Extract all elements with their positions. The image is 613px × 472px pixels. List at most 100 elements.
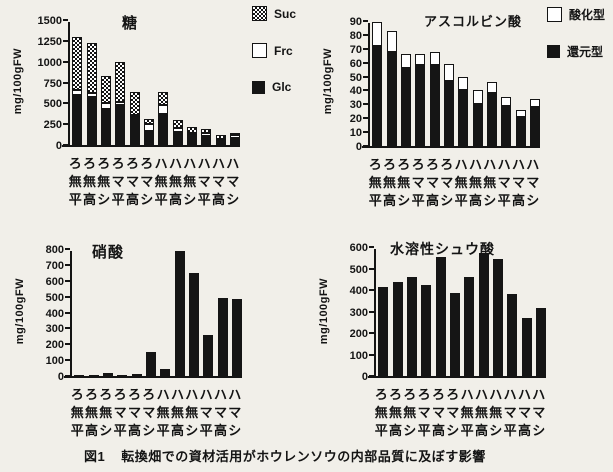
y-tick-mark	[63, 123, 68, 126]
bar-segment-Suc	[158, 92, 169, 105]
y-tick-mark	[65, 295, 70, 298]
bar-segment-硝酸	[231, 299, 242, 376]
y-tick-label: 10	[349, 127, 362, 140]
x-axis-category: ハ 無 平	[460, 387, 474, 438]
figure-caption-text: 転換畑での資材活用がホウレンソウの内部品質に及ぼす影響	[121, 449, 486, 464]
x-axis-category: ハ 無 高	[474, 387, 488, 438]
bar-segment-水溶性シュウ酸	[421, 285, 432, 376]
y-tick-mark	[363, 103, 368, 106]
bar-segment-水溶性シュウ酸	[492, 259, 503, 376]
x-axis-category: ろ 無 平	[374, 387, 388, 438]
bar-segment-Frc	[86, 93, 97, 97]
figure-caption: 図1 転換畑での資材活用がホウレンソウの内部品質に及ぼす影響	[84, 446, 486, 465]
y-tick-label: 400	[349, 285, 368, 297]
bar-segment-Suc	[186, 127, 197, 133]
bar-segment-還元型	[400, 68, 411, 146]
y-tick-mark	[63, 39, 68, 42]
y-tick-label: 70	[349, 43, 362, 56]
bar-segment-還元型	[472, 104, 483, 146]
x-axis-category: ろ 無 平	[368, 157, 382, 208]
y-tick-mark	[369, 332, 374, 334]
x-axis-category: ハ 無 高	[168, 156, 182, 207]
y-tick-label: 250	[43, 119, 62, 132]
x-axis-category: ハ 無 平	[156, 387, 170, 438]
y-tick-label: 0	[355, 141, 362, 153]
bar-segment-水溶性シュウ酸	[406, 277, 417, 376]
y-tick-mark	[65, 359, 70, 362]
y-tick-label: 0	[55, 140, 62, 152]
legend-label: Suc	[274, 6, 297, 21]
bar-segment-硝酸	[145, 352, 156, 376]
x-axis-category: ろ マ 高	[125, 156, 139, 207]
bar-segment-Suc	[129, 92, 140, 115]
bar-segment-Glc	[158, 114, 169, 145]
bar-segment-酸化型	[443, 64, 454, 81]
x-axis-labels-sugar: ろ 無 平ろ 無 高ろ 無 シろ マ 平ろ マ 高ろ マ シハ 無 平ハ 無 高…	[68, 155, 240, 213]
bar-segment-Frc	[201, 133, 212, 136]
x-axis-category: ハ 無 平	[454, 157, 468, 208]
y-tick-mark	[63, 144, 68, 146]
bar-segment-Glc	[129, 117, 140, 145]
x-axis-category: ハ マ シ	[228, 387, 242, 438]
bar-segment-還元型	[458, 90, 469, 146]
bar-segment-水溶性シュウ酸	[449, 293, 460, 376]
y-tick-label: 700	[45, 259, 64, 272]
x-axis-category: ろ 無 高	[388, 387, 402, 438]
y-tick-label: 500	[43, 98, 62, 111]
bar-segment-水溶性シュウ酸	[378, 287, 389, 376]
legend-ascorbic: 酸化型 還元型	[547, 6, 605, 60]
bar-segment-硝酸	[160, 369, 171, 376]
y-tick-mark	[363, 131, 368, 134]
x-axis-category: ろ マ 平	[417, 387, 431, 438]
x-axis-category: ハ マ 高	[211, 156, 225, 207]
bar-segment-硝酸	[217, 298, 228, 376]
y-tick-label: 300	[45, 323, 64, 336]
x-axis-category: ハ マ 高	[213, 387, 227, 438]
bar-segment-Glc	[100, 109, 111, 145]
bar-segment-酸化型	[400, 54, 411, 68]
bar-segment-Glc	[229, 138, 240, 145]
y-tick-mark	[363, 145, 368, 147]
x-axis-category: ハ マ 平	[197, 156, 211, 207]
bar-segment-Glc	[186, 135, 197, 145]
bar-segment-水溶性シュウ酸	[464, 277, 475, 376]
y-tick-mark	[65, 343, 70, 346]
x-axis-category: ハ 無 高	[468, 157, 482, 208]
bar-segment-Glc	[115, 105, 126, 145]
bar-segment-還元型	[415, 65, 426, 146]
x-axis-category: ろ 無 シ	[397, 157, 411, 208]
y-tick-mark	[65, 279, 70, 282]
bar-segment-Frc	[186, 133, 197, 135]
x-axis-category: ハ マ シ	[532, 387, 546, 438]
y-tick-mark	[63, 19, 68, 21]
x-axis-labels-ascorbic: ろ 無 平ろ 無 高ろ 無 シろ マ 平ろ マ 高ろ マ シハ 無 平ハ 無 高…	[368, 156, 540, 214]
y-tick-mark	[369, 246, 374, 248]
y-tick-mark	[369, 289, 374, 291]
y-tick-label: 200	[349, 328, 368, 340]
bar-segment-酸化型	[529, 99, 540, 107]
x-axis-category: ろ マ シ	[446, 387, 460, 438]
x-axis-category: ハ マ 高	[517, 387, 531, 438]
bar-segment-硝酸	[102, 373, 113, 376]
y-tick-label: 60	[349, 57, 362, 70]
x-axis-category: ハ 無 シ	[489, 387, 503, 438]
y-tick-mark	[65, 375, 70, 377]
bar-segment-Glc	[201, 136, 212, 145]
y-tick-label: 50	[349, 71, 362, 84]
bar-segment-Frc	[72, 90, 83, 95]
x-axis-category: ろ 無 高	[84, 387, 98, 438]
white-swatch-icon	[547, 7, 562, 22]
bar-segment-Glc	[172, 132, 183, 145]
bar-segment-酸化型	[501, 97, 512, 106]
plot-area-ascorbic: 0 10 20 30 40 50 60 70 80 90	[350, 16, 540, 153]
y-tick-label: 0	[361, 371, 368, 383]
y-tick-mark	[65, 311, 70, 314]
bar-segment-Frc	[172, 128, 183, 132]
y-tick-label: 40	[349, 85, 362, 98]
x-axis-category: ハ マ シ	[226, 156, 240, 207]
bar-segment-水溶性シュウ酸	[535, 308, 546, 376]
legend-item-Frc: Frc	[252, 43, 296, 58]
x-axis-category: ろ 無 高	[382, 157, 396, 208]
y-tick-mark	[363, 75, 368, 78]
y-tick-mark	[369, 353, 374, 356]
